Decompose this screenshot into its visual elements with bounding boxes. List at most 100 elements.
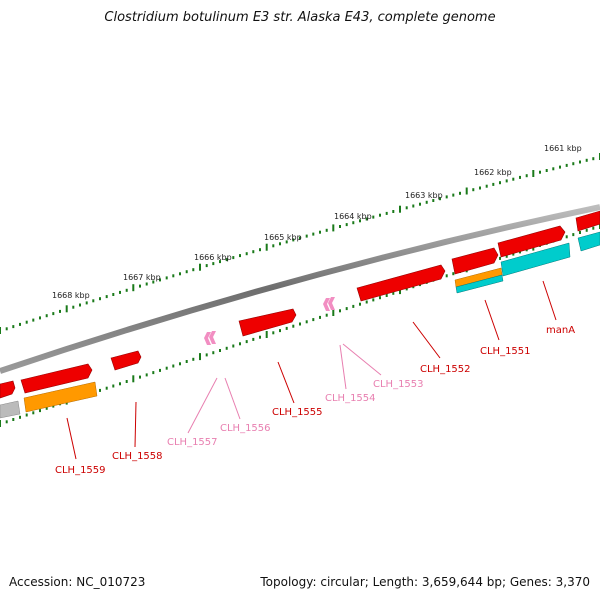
minor-tick [185,270,188,274]
cds-bar-cyan[interactable] [577,231,600,252]
cds-bar-gray[interactable] [0,400,21,419]
minor-tick [139,284,141,288]
minor-tick [99,297,101,301]
minor-tick [452,193,455,197]
minor-tick [85,301,88,305]
gene-labels: manA CLH_1551 CLH_1552 CLH_1553 CLH_1554… [55,325,575,476]
minor-tick [325,313,328,317]
minor-tick [572,233,575,237]
feature-CLH_1556[interactable] [204,332,211,345]
minor-tick [12,418,15,421]
gene-label-CLH_1558: CLH_1558 [112,451,163,462]
minor-tick [472,188,475,192]
minor-tick [32,318,35,322]
minor-tick [285,326,288,330]
minor-tick [232,344,235,348]
minor-tick [519,175,521,179]
gene-label-CLH_1559: CLH_1559 [55,465,106,476]
major-tick [332,309,335,316]
minor-tick [105,386,108,390]
gene-arrow[interactable] [0,380,16,399]
minor-tick [25,413,28,417]
minor-tick [12,325,15,329]
minor-tick [32,411,35,415]
minor-tick [99,388,101,392]
feature-CLH_1554[interactable] [328,297,335,310]
minor-tick [59,309,61,313]
minor-tick [459,191,461,195]
gene-label-CLH_1555: CLH_1555 [272,407,323,418]
minor-tick [352,221,355,225]
major-tick [465,187,468,195]
gene-arrow-CLH_1558[interactable] [110,350,142,371]
minor-tick [105,295,108,299]
minor-tick [245,252,248,256]
major-tick [199,263,201,271]
minor-tick [145,373,148,377]
minor-tick [112,293,115,296]
minor-tick [579,231,581,234]
minor-tick [439,197,441,201]
feature-CLH_1553[interactable] [323,298,330,311]
gene-arrow[interactable] [575,210,600,232]
gene-arrow-CLH_1559[interactable] [20,363,93,394]
minor-tick [505,254,508,258]
kbp-label-1664: 1664 kbp [334,212,372,221]
minor-tick [412,204,415,208]
minor-tick [205,264,208,268]
kbp-label-1666: 1666 kbp [194,253,232,262]
minor-tick [119,382,121,386]
gene-arrow-CLH_1551[interactable] [451,247,499,275]
minor-tick [192,268,195,272]
minor-tick [279,242,281,246]
minor-tick [25,320,28,324]
minor-tick [179,272,181,276]
minor-tick [359,302,361,306]
minor-tick [365,300,368,304]
cds-bar-orange[interactable] [23,381,98,413]
minor-tick [39,409,41,413]
minor-tick [345,307,348,311]
minor-tick [352,304,355,308]
minor-tick [259,335,261,339]
minor-tick [445,274,448,278]
minor-tick [585,158,588,162]
minor-tick [79,303,81,307]
minor-tick [565,235,568,239]
minor-tick [172,364,175,368]
minor-tick [312,318,315,322]
minor-tick [452,272,455,276]
gene-arrow-CLH_1552[interactable] [356,264,446,302]
minor-tick [239,254,241,258]
minor-tick [385,294,388,297]
minor-tick [499,256,501,260]
minor-tick [539,170,541,174]
major-tick [332,224,335,232]
feature-CLH_1557[interactable] [209,331,216,344]
minor-tick [192,357,195,361]
minor-tick [252,250,255,254]
minor-tick [592,226,595,230]
minor-tick [212,351,215,355]
minor-tick [165,276,168,280]
gene-track-upper [0,210,600,399]
minor-tick [492,182,495,186]
minor-tick [125,380,128,383]
minor-tick [579,160,581,164]
gene-arrow-manA[interactable] [497,225,566,258]
gene-label-CLH_1554: CLH_1554 [325,393,376,404]
cds-bar-cyan[interactable] [500,242,571,277]
minor-tick [379,213,381,217]
kbp-label-1663: 1663 kbp [405,191,443,200]
minor-tick [432,199,435,202]
minor-tick [159,278,161,282]
gene-label-CLH_1556: CLH_1556 [220,423,271,434]
minor-tick [299,236,301,240]
minor-tick [325,228,328,232]
gene-label-manA: manA [546,325,575,336]
minor-tick [592,157,595,161]
cds-bar-cyan[interactable] [455,274,504,294]
gene-arrow-CLH_1555[interactable] [238,308,297,337]
minor-tick [252,337,255,341]
minor-tick [19,322,21,326]
